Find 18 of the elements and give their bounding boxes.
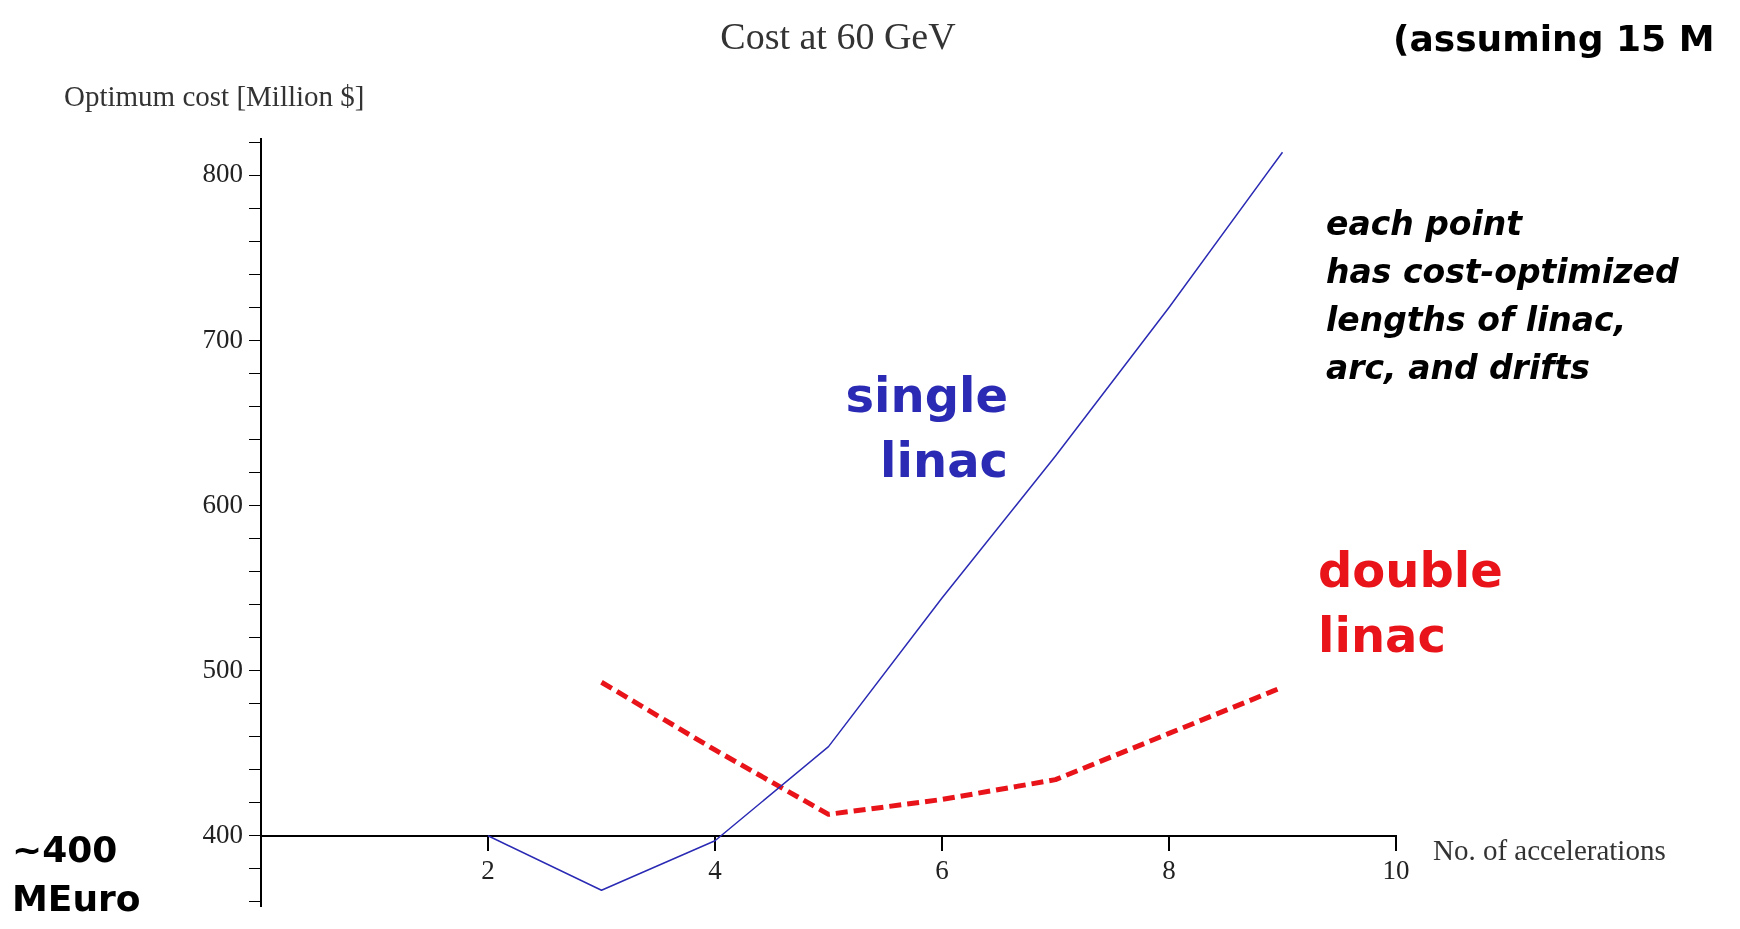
text: (assuming 15 M [1393,17,1716,61]
x-tick-label: 4 [708,855,723,886]
series-label: double linac [1318,541,1504,665]
x-tick-label: 10 [1382,855,1410,886]
x-tick-label: 6 [935,855,949,886]
chart-title: Cost at 60 GeV [719,14,957,58]
y-tick-label: 500 [202,653,243,684]
y-tick-label: 700 [202,323,243,354]
text: ~400 MEuro [12,828,142,921]
y-tick-label: 600 [202,488,243,519]
y-tick-label: 400 [202,818,243,849]
x-tick-label: 8 [1162,855,1176,886]
x-tick-label: 2 [481,855,495,886]
annotation: each point has cost-optimized lengths of linac, arc, and drifts [1326,203,1680,389]
y-axis-title: Optimum cost [Million $] [64,80,365,113]
series-label: single linac [844,366,1008,490]
x-axis-title: No. of accelerations [1433,834,1666,867]
y-tick-label: 800 [202,158,243,189]
